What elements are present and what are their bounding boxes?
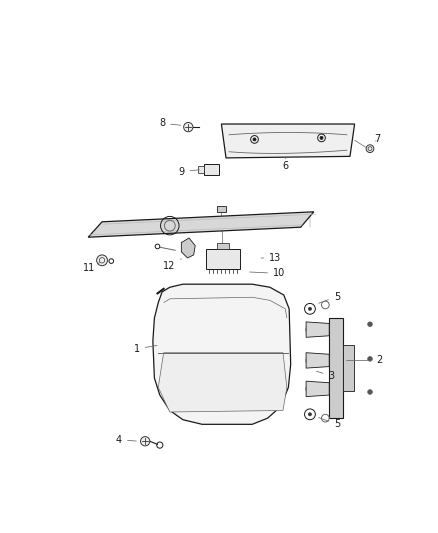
- Polygon shape: [306, 381, 329, 397]
- Circle shape: [367, 322, 372, 327]
- Circle shape: [184, 123, 193, 132]
- Text: 6: 6: [282, 158, 288, 172]
- Circle shape: [141, 437, 150, 446]
- Text: 13: 13: [261, 253, 282, 263]
- Text: 7: 7: [374, 134, 381, 144]
- Text: 3: 3: [316, 371, 335, 381]
- FancyBboxPatch shape: [217, 243, 229, 249]
- Circle shape: [253, 138, 256, 141]
- FancyBboxPatch shape: [343, 345, 354, 391]
- Polygon shape: [306, 353, 329, 368]
- Text: 5: 5: [319, 417, 340, 429]
- FancyBboxPatch shape: [206, 249, 240, 269]
- Circle shape: [97, 255, 107, 265]
- Circle shape: [366, 145, 374, 152]
- FancyBboxPatch shape: [329, 318, 343, 418]
- Text: 4: 4: [116, 435, 136, 445]
- Polygon shape: [153, 284, 291, 424]
- Polygon shape: [158, 353, 287, 412]
- FancyBboxPatch shape: [198, 166, 204, 173]
- Polygon shape: [88, 212, 314, 237]
- Polygon shape: [306, 322, 329, 337]
- Polygon shape: [181, 238, 195, 258]
- Text: 2: 2: [346, 356, 382, 366]
- Circle shape: [367, 357, 372, 361]
- Circle shape: [308, 308, 311, 310]
- Circle shape: [367, 390, 372, 394]
- Text: 8: 8: [159, 118, 181, 128]
- Polygon shape: [221, 124, 355, 158]
- FancyBboxPatch shape: [217, 206, 226, 212]
- Text: 10: 10: [250, 269, 285, 278]
- Text: 12: 12: [163, 259, 181, 271]
- Text: 9: 9: [178, 167, 199, 177]
- FancyBboxPatch shape: [204, 164, 219, 175]
- Text: 1: 1: [134, 344, 157, 354]
- Circle shape: [320, 136, 323, 140]
- Text: 11: 11: [83, 263, 100, 273]
- Circle shape: [308, 413, 311, 416]
- Text: 5: 5: [319, 292, 340, 303]
